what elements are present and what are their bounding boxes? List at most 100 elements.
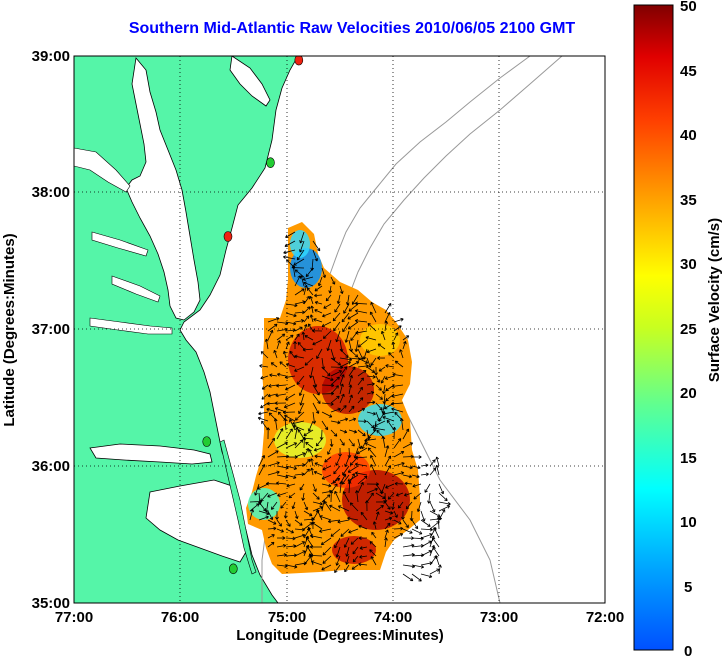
velocity-arrow <box>322 312 332 318</box>
velocity-arrow <box>335 555 341 566</box>
velocity-arrow <box>297 341 305 350</box>
velocity-arrow <box>372 521 377 530</box>
velocity-arrow <box>384 455 392 467</box>
velocity-arrow <box>277 372 287 377</box>
velocity-arrow <box>339 383 344 395</box>
velocity-arrow <box>294 333 300 341</box>
velocity-arrow <box>349 502 359 512</box>
velocity-arrow <box>348 348 359 358</box>
x-tick-label: 72:00 <box>586 609 624 626</box>
y-axis-label: Latitude (Degrees:Minutes) <box>1 233 18 426</box>
velocity-arrow <box>313 470 323 476</box>
velocity-arrow <box>411 519 419 530</box>
velocity-arrow <box>375 384 382 391</box>
velocity-arrow <box>335 330 341 343</box>
velocity-arrow <box>284 393 296 401</box>
velocity-arrow <box>369 549 377 557</box>
velocity-arrow <box>337 519 350 524</box>
velocity-arrow <box>297 429 305 440</box>
velocity-arrow <box>377 343 386 350</box>
velocity-arrow <box>411 455 422 459</box>
velocity-arrow <box>337 505 350 512</box>
velocity-arrow <box>384 516 393 521</box>
velocity-arrow <box>292 420 305 426</box>
velocity-arrow <box>384 501 391 510</box>
velocity-high-patch <box>332 536 376 564</box>
colorbar-tick-labels: 50 45 40 35 30 25 20 15 10 5 0 <box>680 0 697 659</box>
velocity-arrow <box>347 465 359 473</box>
velocity-arrow <box>267 541 275 548</box>
velocity-arrow <box>391 341 396 350</box>
velocity-arrow <box>267 470 280 476</box>
velocity-arrow <box>366 374 376 379</box>
velocity-arrow <box>347 312 359 320</box>
velocity-arrow <box>330 528 341 537</box>
velocity-arrow <box>348 528 359 534</box>
velocity-arrow <box>285 536 296 541</box>
velocity-arrow <box>343 537 350 548</box>
velocity-arrow <box>269 373 278 378</box>
velocity-arrow <box>380 483 386 495</box>
colorbar-tick-label: 25 <box>680 321 697 338</box>
velocity-arrow <box>405 501 413 510</box>
velocity-arrow <box>267 526 277 531</box>
velocity-arrow <box>260 351 269 359</box>
velocity-arrow <box>321 420 329 431</box>
velocity-arrow <box>347 480 352 494</box>
velocity-mid-patch <box>360 324 400 356</box>
velocity-arrow <box>366 366 376 373</box>
velocity-arrow <box>285 544 297 548</box>
velocity-arrow <box>276 441 288 449</box>
velocity-arrow <box>285 428 293 440</box>
velocity-arrow <box>382 384 386 395</box>
velocity-arrow <box>274 401 287 406</box>
velocity-arrow <box>429 510 441 518</box>
velocity-arrow <box>283 417 288 431</box>
velocity-arrow <box>276 528 284 533</box>
velocity-arrow <box>249 509 255 521</box>
velocity-arrow <box>293 424 305 431</box>
velocity-arrow <box>314 300 323 305</box>
velocity-arrow <box>303 284 308 296</box>
velocity-arrow <box>366 382 375 386</box>
velocity-arrow <box>285 465 298 470</box>
outer-banks <box>219 439 257 575</box>
velocity-arrow <box>339 417 349 422</box>
velocity-arrow <box>375 402 383 411</box>
velocity-arrow <box>316 348 323 359</box>
velocity-arrow <box>378 366 386 372</box>
velocity-arrow <box>420 540 432 548</box>
velocity-arrow <box>364 438 377 443</box>
velocity-arrow <box>381 435 386 449</box>
velocity-arrow <box>305 441 314 449</box>
velocity-arrow <box>321 474 332 480</box>
velocity-arrow <box>321 564 332 571</box>
velocity-arrow <box>285 474 297 479</box>
grid <box>74 56 605 603</box>
velocity-arrow <box>393 510 398 518</box>
velocity-arrow <box>384 320 389 332</box>
velocity-arrow <box>393 519 402 525</box>
velocity-arrow <box>358 536 368 540</box>
velocity-arrow <box>431 537 440 548</box>
rappahannock-river <box>91 231 149 257</box>
velocity-arrow <box>320 537 332 546</box>
velocity-arrow <box>303 510 313 517</box>
albemarle-sound <box>89 443 213 465</box>
velocity-arrow <box>309 314 314 323</box>
velocity-arrow <box>312 402 320 414</box>
velocity-arrow <box>330 357 341 366</box>
velocity-arrow <box>288 492 296 499</box>
y-tick-label: 39:00 <box>32 48 70 65</box>
velocity-arrow <box>348 417 357 422</box>
velocity-arrow <box>312 501 323 506</box>
velocity-arrow <box>313 447 323 452</box>
velocity-arrow <box>404 481 413 486</box>
velocity-arrow <box>267 323 278 332</box>
velocity-arrow <box>339 429 348 434</box>
velocity-arrow <box>357 397 364 404</box>
colorbar-tick-label: 50 <box>680 0 697 15</box>
velocity-arrow <box>352 555 359 563</box>
velocity-arrow <box>402 341 407 350</box>
velocity-arrow <box>257 483 269 490</box>
